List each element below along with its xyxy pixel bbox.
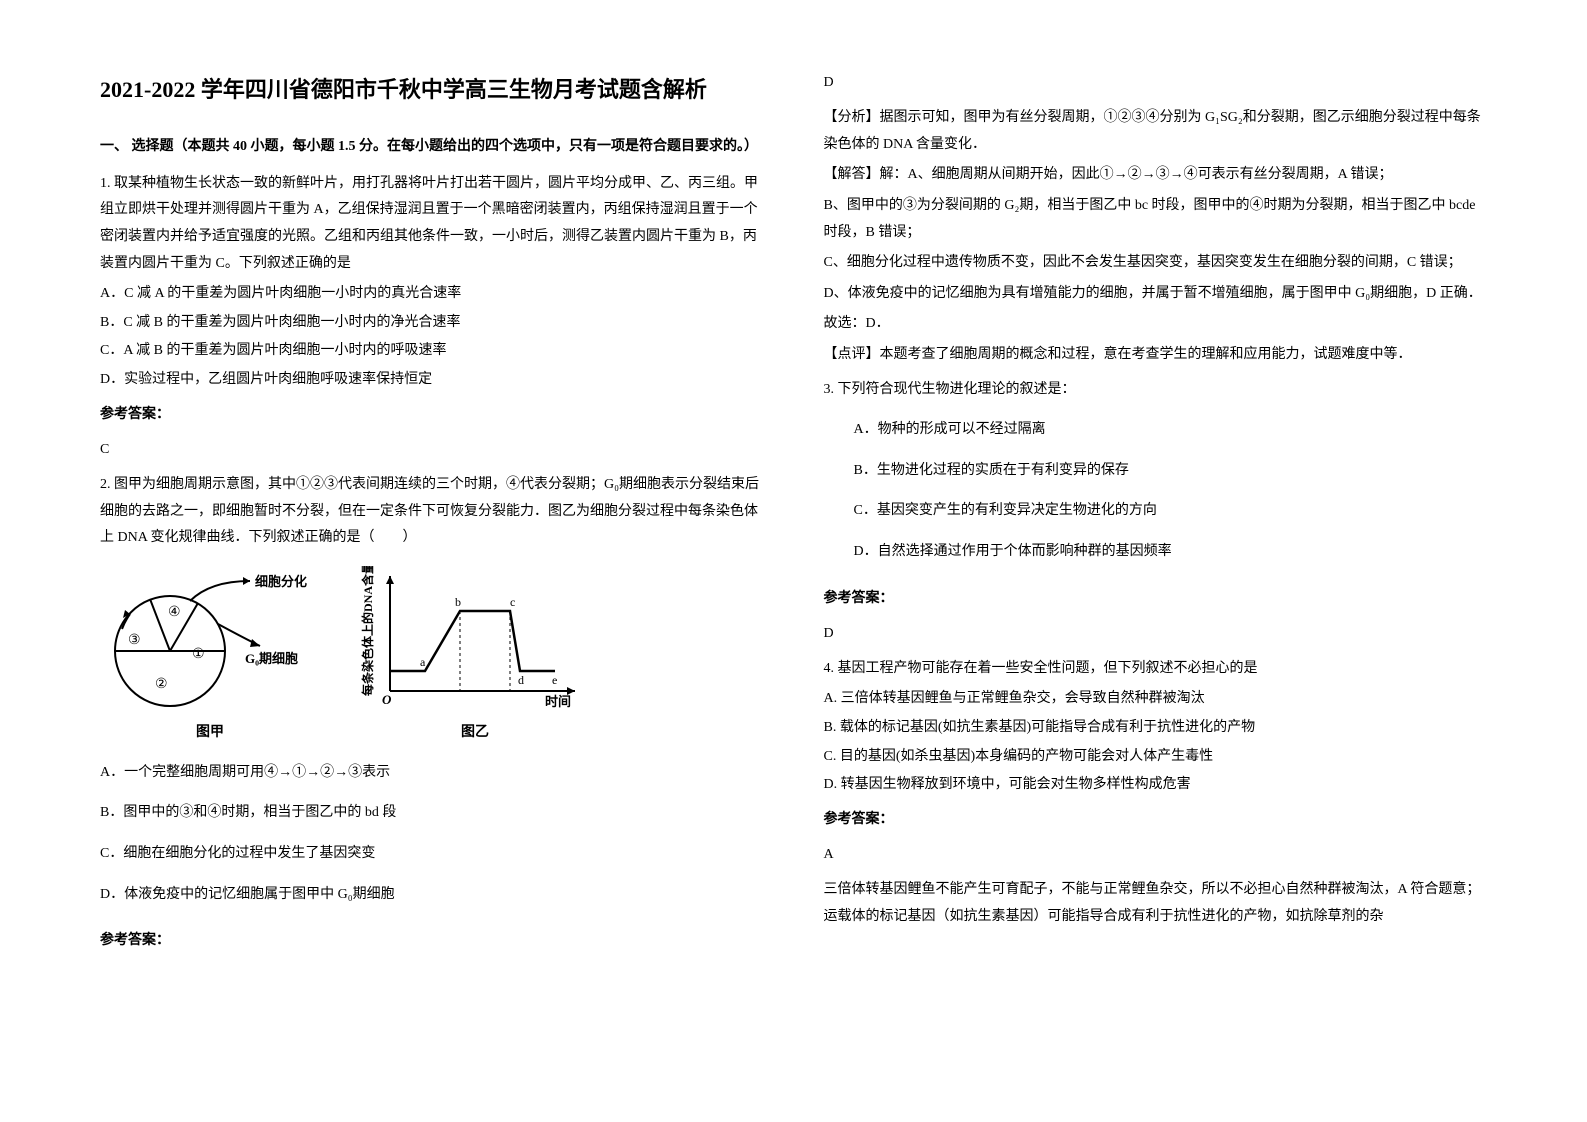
q3-option-b: B．生物进化过程的实质在于有利变异的保存 <box>854 458 1488 485</box>
q1-option-c: C．A 减 B 的干重差为圆片叶肉细胞一小时内的呼吸速率 <box>100 338 764 365</box>
pt-a: a <box>420 655 426 669</box>
q2-solve-c: C、细胞分化过程中遗传物质不变，因此不会发生基因突变，基因突变发生在细胞分裂的间… <box>824 250 1488 277</box>
q4-answer: A <box>824 842 1488 867</box>
x-axis-label: 时间 <box>545 694 571 709</box>
q2-stem: 2. 图甲为细胞周期示意图，其中①②③代表间期连续的三个时期，④代表分裂期；G₀… <box>100 472 764 552</box>
solve-a-text: 解：A、细胞周期从间期开始，因此①→②→③→④可表示有丝分裂周期，A 错误； <box>880 167 1393 182</box>
q4-option-c: C. 目的基因(如杀虫基因)本身编码的产物可能会对人体产生毒性 <box>824 744 1488 771</box>
q2-diagrams: ① ② ③ ④ 细胞分化 G₀期细胞 图甲 每条染色体上的DN <box>100 566 764 745</box>
y-axis-label: 每条染色体上的DNA含量 <box>360 566 375 696</box>
right-column: D 【分析】据图示可知，图甲为有丝分裂周期，①②③④分别为 G₁SG₂和分裂期，… <box>824 70 1488 1082</box>
dna-curve-diagram: 每条染色体上的DNA含量 a b c d e O 时间 <box>360 566 590 716</box>
q2-option-a: A．一个完整细胞周期可用④→①→②→③表示 <box>100 760 764 787</box>
q2-solve-d: D、体液免疫中的记忆细胞为具有增殖能力的细胞，并属于暂不增殖细胞，属于图甲中 G… <box>824 281 1488 308</box>
q2-option-d: D．体液免疫中的记忆细胞属于图甲中 G₀期细胞 <box>100 882 764 909</box>
left-column: 2021-2022 学年四川省德阳市千秋中学高三生物月考试题含解析 一、 选择题… <box>100 70 764 1082</box>
pt-c: c <box>510 595 515 609</box>
comment-text: 本题考查了细胞周期的概念和过程，意在考查学生的理解和应用能力，试题难度中等． <box>880 347 1412 362</box>
analysis-label: 【分析】 <box>824 110 880 125</box>
pt-d: d <box>518 673 524 687</box>
diagram-left-label: 图甲 <box>196 720 224 745</box>
document-title: 2021-2022 学年四川省德阳市千秋中学高三生物月考试题含解析 <box>100 70 764 110</box>
q4-stem: 4. 基因工程产物可能存在着一些安全性问题，但下列叙述不必担心的是 <box>824 656 1488 683</box>
q3-option-a: A．物种的形成可以不经过隔离 <box>854 417 1488 444</box>
q4-explanation: 三倍体转基因鲤鱼不能产生可育配子，不能与正常鲤鱼杂交，所以不必担心自然种群被淘汰… <box>824 877 1488 930</box>
q4-option-d: D. 转基因生物释放到环境中，可能会对生物多样性构成危害 <box>824 772 1488 799</box>
q1-answer-label: 参考答案： <box>100 402 764 427</box>
q1-option-a: A．C 减 A 的干重差为圆片叶肉细胞一小时内的真光合速率 <box>100 281 764 308</box>
q2-solve-a: 【解答】解：A、细胞周期从间期开始，因此①→②→③→④可表示有丝分裂周期，A 错… <box>824 162 1488 189</box>
q2-answer-label: 参考答案： <box>100 928 764 953</box>
q1-answer: C <box>100 437 764 462</box>
q2-comment: 【点评】本题考查了细胞周期的概念和过程，意在考查学生的理解和应用能力，试题难度中… <box>824 342 1488 369</box>
diagram-right-label: 图乙 <box>461 720 489 745</box>
q3-answer: D <box>824 621 1488 646</box>
q4-option-a: A. 三倍体转基因鲤鱼与正常鲤鱼杂交，会导致自然种群被淘汰 <box>824 686 1488 713</box>
q2-answer: D <box>824 70 1488 95</box>
cell-cycle-diagram: ① ② ③ ④ 细胞分化 G₀期细胞 <box>100 566 320 716</box>
origin-label: O <box>382 692 392 707</box>
q1-stem: 1. 取某种植物生长状态一致的新鲜叶片，用打孔器将叶片打出若干圆片，圆片平均分成… <box>100 171 764 277</box>
diff-label: 细胞分化 <box>255 574 307 589</box>
q1-option-b: B．C 减 B 的干重差为圆片叶肉细胞一小时内的净光合速率 <box>100 310 764 337</box>
q1-option-d: D．实验过程中，乙组圆片叶肉细胞呼吸速率保持恒定 <box>100 367 764 394</box>
q2-analysis: 【分析】据图示可知，图甲为有丝分裂周期，①②③④分别为 G₁SG₂和分裂期，图乙… <box>824 105 1488 158</box>
q2-option-b: B．图甲中的③和④时期，相当于图乙中的 bd 段 <box>100 800 764 827</box>
pt-b: b <box>455 595 461 609</box>
section-header: 一、 选择题（本题共 40 小题，每小题 1.5 分。在每小题给出的四个选项中，… <box>100 134 764 159</box>
solve-label: 【解答】 <box>824 167 880 182</box>
q3-stem: 3. 下列符合现代生物进化理论的叙述是： <box>824 377 1488 404</box>
analysis-text: 据图示可知，图甲为有丝分裂周期，①②③④分别为 G₁SG₂和分裂期，图乙示细胞分… <box>824 110 1481 152</box>
q4-option-b: B. 载体的标记基因(如抗生素基因)可能指导合成有利于抗性进化的产物 <box>824 715 1488 742</box>
q2-conclusion: 故选：D． <box>824 311 1488 338</box>
q2-solve-b: B、图甲中的③为分裂间期的 G₂期，相当于图乙中 bc 时段，图甲中的④时期为分… <box>824 193 1488 246</box>
diagram-right-wrap: 每条染色体上的DNA含量 a b c d e O 时间 <box>360 566 590 745</box>
diagram-left-wrap: ① ② ③ ④ 细胞分化 G₀期细胞 图甲 <box>100 566 320 745</box>
cycle-label-1: ① <box>192 647 205 662</box>
q3-option-c: C．基因突变产生的有利变异决定生物进化的方向 <box>854 498 1488 525</box>
q2-option-c: C．细胞在细胞分化的过程中发生了基因突变 <box>100 841 764 868</box>
cycle-label-3: ③ <box>128 633 141 648</box>
pt-e: e <box>552 673 557 687</box>
g0-label: G₀期细胞 <box>245 651 298 666</box>
q4-answer-label: 参考答案： <box>824 807 1488 832</box>
q3-option-d: D．自然选择通过作用于个体而影响种群的基因频率 <box>854 539 1488 566</box>
cycle-label-2: ② <box>155 677 168 692</box>
cycle-label-4: ④ <box>168 605 181 620</box>
q3-answer-label: 参考答案： <box>824 586 1488 611</box>
comment-label: 【点评】 <box>824 347 880 362</box>
